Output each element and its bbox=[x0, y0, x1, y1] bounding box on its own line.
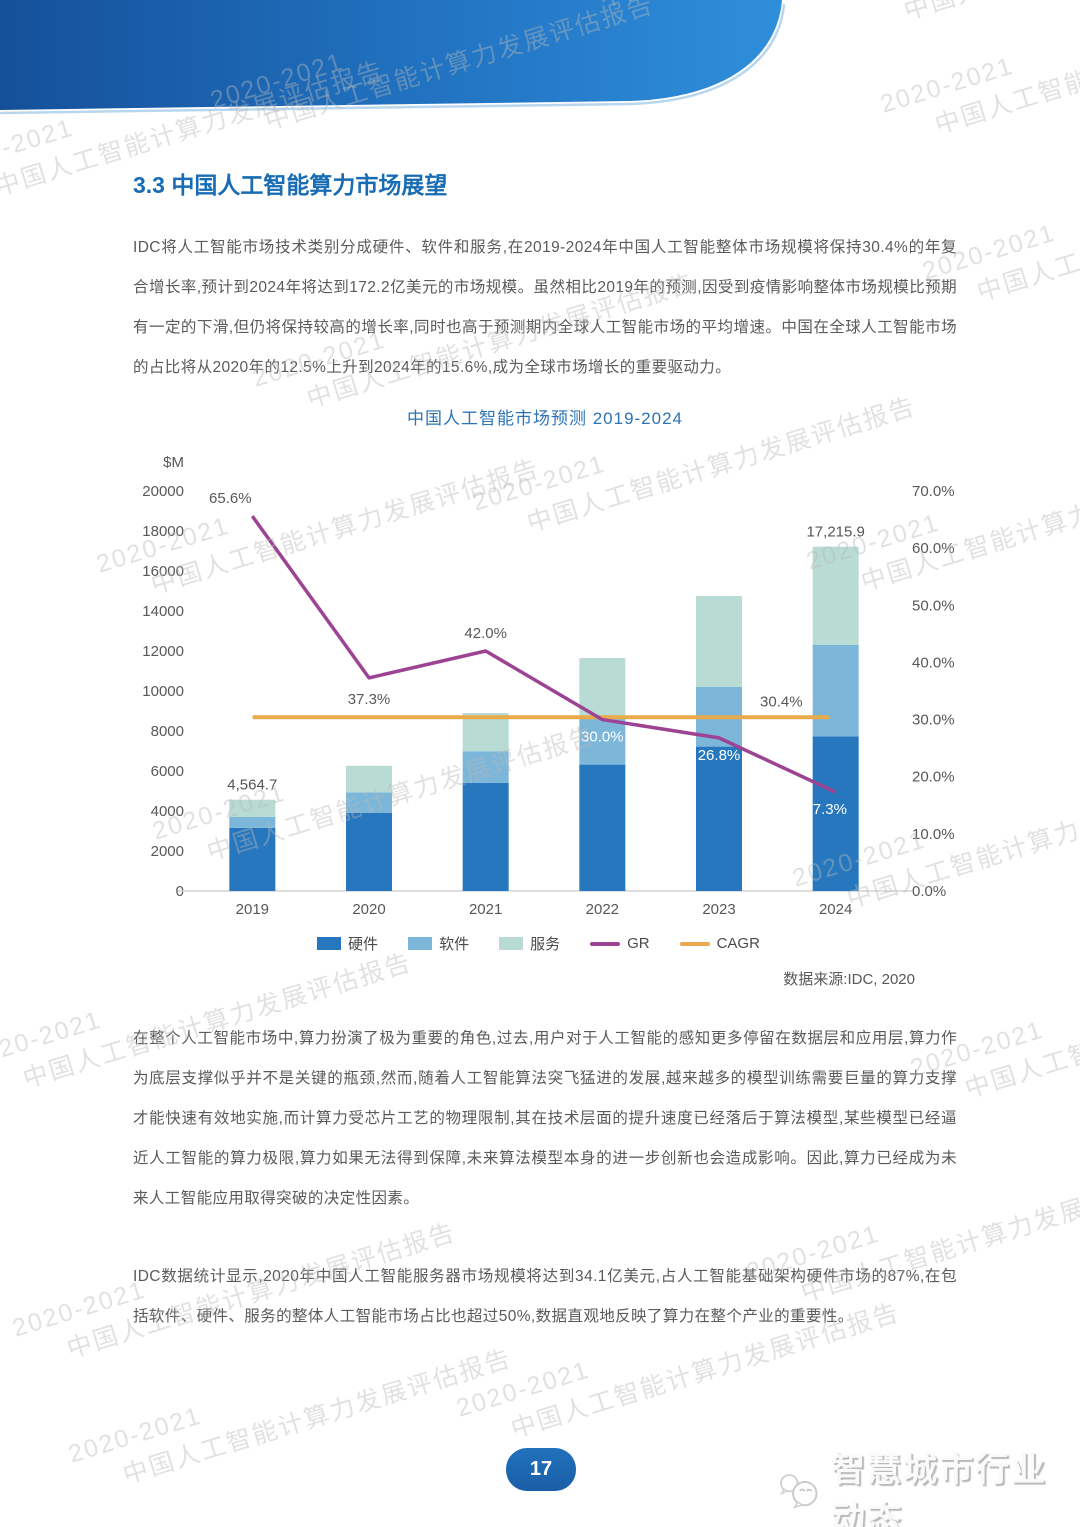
left-axis-tick: 12000 bbox=[142, 643, 184, 660]
paragraph-computing-power: 在整个人工智能市场中,算力扮演了极为重要的角色,过去,用户对于人工智能的感知更多… bbox=[133, 1030, 957, 1207]
bar-segment bbox=[462, 713, 509, 752]
bar-segment bbox=[579, 658, 626, 717]
gr-point-label: 37.3% bbox=[348, 691, 391, 708]
bar-segment bbox=[229, 799, 276, 817]
right-axis-tick: 60.0% bbox=[912, 540, 955, 557]
header-band-decoration bbox=[0, 0, 786, 115]
gr-point-label: 30.0% bbox=[581, 729, 624, 746]
publisher-logo: 智慧城市行业动态 bbox=[778, 1442, 1080, 1527]
x-axis-tick: 2020 bbox=[352, 901, 385, 918]
bar-total-label: 4,564.7 bbox=[227, 777, 277, 794]
gr-line bbox=[250, 515, 837, 794]
wechat-logo-icon bbox=[779, 1474, 818, 1509]
cagr-label: 30.4% bbox=[760, 693, 803, 710]
bar-segment bbox=[462, 782, 509, 891]
left-axis-tick: 8000 bbox=[151, 723, 184, 740]
left-axis-tick: 2000 bbox=[151, 843, 184, 860]
legend-item-software: 软件 bbox=[408, 933, 469, 954]
right-axis-tick: 0.0% bbox=[912, 883, 946, 900]
section-title: 3.3 中国人工智能算力市场展望 bbox=[133, 172, 448, 198]
legend-item-cagr: CAGR bbox=[679, 935, 760, 952]
gr-point-label: 42.0% bbox=[464, 625, 507, 642]
data-source-note: 数据来源:IDC, 2020 bbox=[783, 971, 915, 988]
chart-canvas: 0200040006000800010000120001400016000180… bbox=[142, 454, 955, 918]
bar-segment bbox=[696, 746, 742, 891]
left-axis-tick: 14000 bbox=[142, 603, 184, 620]
right-axis-tick: 70.0% bbox=[912, 483, 955, 500]
left-axis-tick: 18000 bbox=[142, 523, 184, 540]
bar-segment bbox=[696, 596, 742, 687]
right-axis-tick: 20.0% bbox=[912, 769, 955, 786]
x-axis-tick: 2022 bbox=[586, 901, 619, 918]
legend-line-gr bbox=[590, 941, 621, 946]
right-axis-tick: 40.0% bbox=[912, 654, 955, 671]
legend-swatch-services bbox=[499, 937, 524, 950]
chart-title: 中国人工智能市场预测 2019-2024 bbox=[406, 409, 684, 428]
left-axis-unit: $M bbox=[163, 454, 184, 471]
legend-line-cagr bbox=[679, 941, 710, 946]
right-axis-tick: 50.0% bbox=[912, 597, 955, 614]
legend-swatch-software bbox=[408, 937, 433, 950]
left-axis-tick: 10000 bbox=[142, 683, 184, 700]
left-axis-tick: 20000 bbox=[142, 483, 184, 500]
right-axis-tick: 10.0% bbox=[912, 826, 955, 843]
bar-total-label: 17,215.9 bbox=[806, 524, 864, 541]
legend-item-services: 服务 bbox=[499, 933, 560, 954]
bar-segment bbox=[229, 816, 276, 828]
paragraph-market-outlook: IDC将人工智能市场技术类别分成硬件、软件和服务,在2019-2024年中国人工… bbox=[133, 239, 957, 376]
right-axis-tick: 30.0% bbox=[912, 712, 955, 729]
x-axis-tick: 2024 bbox=[819, 901, 852, 918]
bar-segment bbox=[812, 546, 859, 645]
market-forecast-chart: 0200040006000800010000120001400016000180… bbox=[120, 439, 957, 989]
chart-legend: 硬件 软件 服务 GR CAGR bbox=[120, 933, 957, 954]
legend-item-gr: GR bbox=[590, 935, 650, 952]
bar-segment bbox=[579, 716, 626, 765]
legend-swatch-hardware bbox=[317, 937, 342, 950]
left-axis-tick: 4000 bbox=[151, 803, 184, 820]
bar-segment bbox=[229, 827, 276, 891]
left-axis-tick: 6000 bbox=[151, 763, 184, 780]
main-content: 3.3 中国人工智能算力市场展望 IDC将人工智能市场技术类别分成硬件、软件和服… bbox=[133, 170, 957, 1337]
x-axis-tick: 2021 bbox=[469, 901, 502, 918]
gr-point-label: 26.8% bbox=[698, 747, 741, 764]
bar-segment bbox=[462, 751, 509, 783]
bar-segment bbox=[346, 792, 392, 813]
bar-segment bbox=[812, 736, 859, 891]
paragraph-idc-servers: IDC数据统计显示,2020年中国人工智能服务器市场规模将达到34.1亿美元,占… bbox=[133, 1268, 957, 1325]
publisher-name: 智慧城市行业动态 bbox=[830, 1451, 1047, 1527]
x-axis-tick: 2023 bbox=[702, 901, 735, 918]
x-axis-tick: 2019 bbox=[236, 901, 269, 918]
gr-point-label: 65.6% bbox=[209, 490, 252, 507]
page-number-badge: 17 bbox=[506, 1448, 576, 1491]
bar-segment bbox=[346, 813, 392, 891]
gr-point-label: 17.3% bbox=[804, 801, 847, 818]
bar-segment bbox=[346, 765, 392, 793]
left-axis-tick: 16000 bbox=[142, 563, 184, 580]
bar-segment bbox=[579, 764, 626, 891]
page-number: 17 bbox=[529, 1458, 553, 1480]
legend-item-hardware: 硬件 bbox=[317, 933, 378, 954]
bar-segment bbox=[812, 645, 859, 737]
